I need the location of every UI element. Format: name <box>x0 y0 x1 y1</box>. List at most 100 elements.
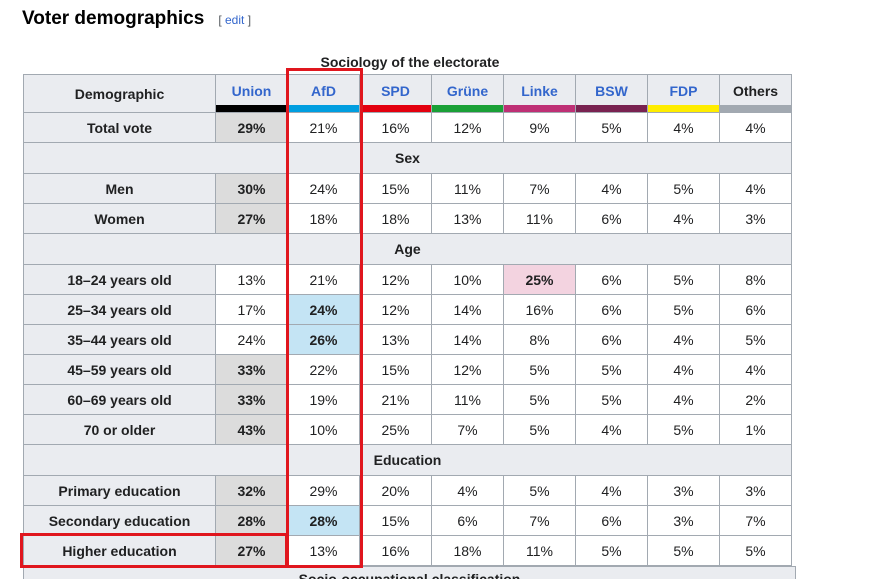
row-label: 60–69 years old <box>23 384 216 415</box>
value-cell: 10% <box>287 414 360 445</box>
table-row: 45–59 years old 33% 22% 15% 12% 5% 5% 4% 4% <box>23 354 792 385</box>
party-link[interactable]: Union <box>231 82 272 99</box>
table-caption: Sociology of the electorate <box>320 54 500 70</box>
value-cell: 28% <box>215 505 288 536</box>
value-cell: 4% <box>647 384 720 415</box>
value-cell: 27% <box>215 535 288 566</box>
row-label: Primary education <box>23 475 216 506</box>
value-cell: 21% <box>287 112 360 143</box>
value-cell: 14% <box>431 324 504 355</box>
section-label: Education <box>23 444 792 476</box>
party-link[interactable]: Linke <box>521 82 558 99</box>
section-heading: Voter demographics [ edit ] <box>22 8 251 30</box>
value-cell: 5% <box>575 354 648 385</box>
row-label: 70 or older <box>23 414 216 445</box>
value-cell: 11% <box>503 203 576 234</box>
value-cell: 19% <box>287 384 360 415</box>
value-cell: 3% <box>647 505 720 536</box>
value-cell: 5% <box>575 112 648 143</box>
row-label: 25–34 years old <box>23 294 216 325</box>
party-color-bar <box>360 105 431 112</box>
table-row: Secondary education 28% 28% 15% 6% 7% 6% 3% 7% <box>23 505 792 536</box>
party-link[interactable]: FDP <box>669 82 698 99</box>
value-cell: 30% <box>215 173 288 204</box>
value-cell: 5% <box>503 354 576 385</box>
value-cell: 4% <box>719 173 792 204</box>
value-cell: 8% <box>719 264 792 295</box>
value-cell: 24% <box>287 294 360 325</box>
value-cell: 5% <box>647 173 720 204</box>
table-row: Higher education 27% 13% 16% 18% 11% 5% 5% 5% <box>23 535 792 566</box>
row-label: Women <box>23 203 216 234</box>
value-cell: 7% <box>503 505 576 536</box>
column-header-bsw: BSW <box>575 74 648 113</box>
party-link[interactable]: AfD <box>311 82 336 99</box>
value-cell: 8% <box>503 324 576 355</box>
value-cell: 5% <box>503 384 576 415</box>
value-cell: 12% <box>359 264 432 295</box>
value-cell: 10% <box>431 264 504 295</box>
value-cell: 11% <box>431 173 504 204</box>
party-link[interactable]: Grüne <box>446 82 489 99</box>
value-cell: 4% <box>719 354 792 385</box>
value-cell: 7% <box>503 173 576 204</box>
table-row: 60–69 years old 33% 19% 21% 11% 5% 5% 4% 2% <box>23 384 792 415</box>
value-cell: 5% <box>575 535 648 566</box>
value-cell: 3% <box>719 475 792 506</box>
value-cell: 5% <box>719 535 792 566</box>
party-color-bar <box>504 105 575 112</box>
value-cell: 4% <box>575 173 648 204</box>
party-color-bar <box>432 105 503 112</box>
table-row: Men 30% 24% 15% 11% 7% 4% 5% 4% <box>23 173 792 204</box>
value-cell: 20% <box>359 475 432 506</box>
value-cell: 29% <box>287 475 360 506</box>
value-cell: 3% <box>719 203 792 234</box>
column-header-fdp: FDP <box>647 74 720 113</box>
row-label: Total vote <box>23 112 216 143</box>
value-cell: 16% <box>503 294 576 325</box>
section-label: Age <box>23 233 792 265</box>
section-label: Sex <box>23 142 792 174</box>
value-cell: 16% <box>359 112 432 143</box>
value-cell: 4% <box>575 414 648 445</box>
value-cell: 5% <box>647 535 720 566</box>
value-cell: 6% <box>575 294 648 325</box>
value-cell: 5% <box>647 294 720 325</box>
value-cell: 27% <box>215 203 288 234</box>
value-cell: 25% <box>503 264 576 295</box>
party-color-bar <box>216 105 287 112</box>
value-cell: 14% <box>431 294 504 325</box>
value-cell: 22% <box>287 354 360 385</box>
value-cell: 6% <box>719 294 792 325</box>
party-link[interactable]: BSW <box>595 82 628 99</box>
table-row: 70 or older 43% 10% 25% 7% 5% 4% 5% 1% <box>23 414 792 445</box>
value-cell: 4% <box>647 354 720 385</box>
table-row: Primary education 32% 29% 20% 4% 5% 4% 3% 3% <box>23 475 792 506</box>
value-cell: 24% <box>287 173 360 204</box>
row-label: 35–44 years old <box>23 324 216 355</box>
edit-link[interactable]: edit <box>225 13 245 27</box>
party-color-bar <box>648 105 719 112</box>
value-cell: 26% <box>287 324 360 355</box>
value-cell: 13% <box>431 203 504 234</box>
section-label: Socio-occupational classification <box>298 571 521 579</box>
column-header-union: Union <box>215 74 288 113</box>
value-cell: 9% <box>503 112 576 143</box>
column-header-afd: AfD <box>287 74 360 113</box>
table-row: 25–34 years old 17% 24% 12% 14% 16% 6% 5% 6% <box>23 294 792 325</box>
section-title: Voter demographics <box>22 8 205 29</box>
value-cell: 18% <box>359 203 432 234</box>
row-label: Secondary education <box>23 505 216 536</box>
value-cell: 12% <box>431 112 504 143</box>
section-row: Age <box>23 233 792 265</box>
value-cell: 4% <box>647 203 720 234</box>
value-cell: 33% <box>215 384 288 415</box>
value-cell: 15% <box>359 173 432 204</box>
value-cell: 4% <box>719 112 792 143</box>
value-cell: 7% <box>431 414 504 445</box>
value-cell: 32% <box>215 475 288 506</box>
value-cell: 24% <box>215 324 288 355</box>
party-link[interactable]: SPD <box>381 82 410 99</box>
section-row: Education <box>23 444 792 476</box>
value-cell: 17% <box>215 294 288 325</box>
